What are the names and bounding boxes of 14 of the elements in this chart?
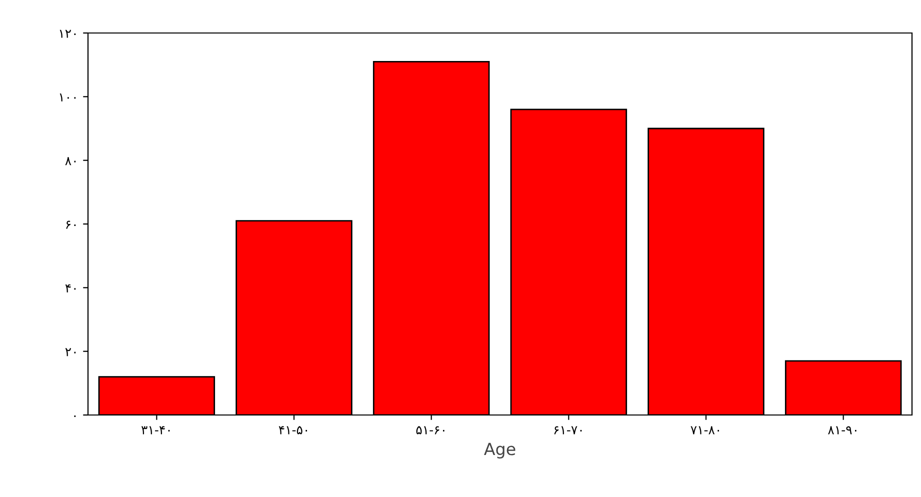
x-tick-label: ۷۱-۸۰ <box>690 426 719 434</box>
x-axis-title: Age <box>484 442 516 459</box>
y-tick-label: ۶۰ <box>66 220 76 229</box>
y-tick-label: ۸۰ <box>65 157 76 166</box>
y-tick-label: ۱۰۰ <box>60 93 76 102</box>
x-tick-label: ۸۱-۹۰ <box>828 426 856 434</box>
y-tick-label: ۰ <box>74 415 76 418</box>
x-tick-label: ۶۱-۷۰ <box>554 426 582 434</box>
x-tick-label: ۳۱-۴۰ <box>141 426 170 434</box>
x-tick-label: ۴۱-۵۰ <box>278 426 307 434</box>
y-tick-label: ۴۰ <box>65 284 76 292</box>
y-tick-label: ۱۲۰ <box>60 30 76 38</box>
y-tick-label: ۲۰ <box>65 348 76 356</box>
x-tick-label: ۵۱-۶۰ <box>416 426 444 434</box>
